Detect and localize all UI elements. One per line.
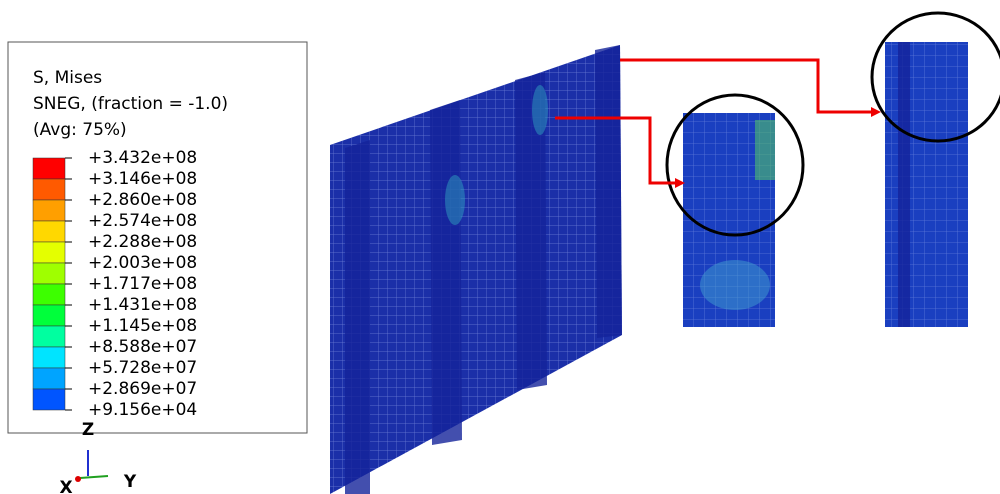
stress-spot — [700, 260, 770, 310]
axis-label: Z — [82, 420, 94, 440]
legend-label: +3.146e+08 — [88, 169, 197, 189]
legend-label: +3.432e+08 — [88, 148, 197, 168]
stress-spot — [532, 85, 548, 135]
legend-label: +1.431e+08 — [88, 295, 197, 315]
arrow — [620, 60, 873, 112]
axis-y — [80, 476, 108, 478]
legend-label: +2.288e+08 — [88, 232, 197, 252]
color-band — [33, 284, 65, 305]
legend-label: +5.728e+07 — [88, 358, 197, 378]
stiffener — [345, 140, 370, 494]
wall — [330, 45, 622, 494]
model — [330, 13, 1000, 494]
color-band — [33, 389, 65, 410]
color-band — [33, 263, 65, 284]
legend-label: +8.588e+07 — [88, 337, 197, 357]
stiffener — [898, 42, 910, 327]
stiffener — [430, 100, 462, 445]
color-band — [33, 305, 65, 326]
legend-label: +2.003e+08 — [88, 253, 197, 273]
color-band — [33, 179, 65, 200]
axis-label: Y — [123, 472, 137, 492]
color-band — [33, 242, 65, 263]
legend-title: (Avg: 75%) — [33, 120, 127, 140]
legend-label: +2.860e+08 — [88, 190, 197, 210]
axis-x — [75, 476, 81, 482]
stiffener — [595, 45, 622, 338]
color-band — [33, 326, 65, 347]
color-band — [33, 221, 65, 242]
legend-title: SNEG, (fraction = -1.0) — [33, 94, 228, 114]
legend-label: +1.717e+08 — [88, 274, 197, 294]
legend-title: S, Mises — [33, 68, 102, 88]
color-band — [33, 158, 65, 179]
legend-label: +2.574e+08 — [88, 211, 197, 231]
color-band — [33, 347, 65, 368]
stress-spot — [755, 120, 775, 180]
legend-label: +9.156e+04 — [88, 400, 197, 420]
axis-label: X — [59, 478, 72, 494]
legend: S, Mises SNEG, (fraction = -1.0) (Avg: 75%… — [8, 42, 307, 433]
zoom-inset — [885, 42, 968, 327]
viewport: S, Mises SNEG, (fraction = -1.0) (Avg: 75%… — [0, 0, 1000, 494]
stress-spot — [445, 175, 465, 225]
color-band — [33, 368, 65, 389]
color-band — [33, 200, 65, 221]
legend-label: +1.145e+08 — [88, 316, 197, 336]
legend-label: +2.869e+07 — [88, 379, 197, 399]
